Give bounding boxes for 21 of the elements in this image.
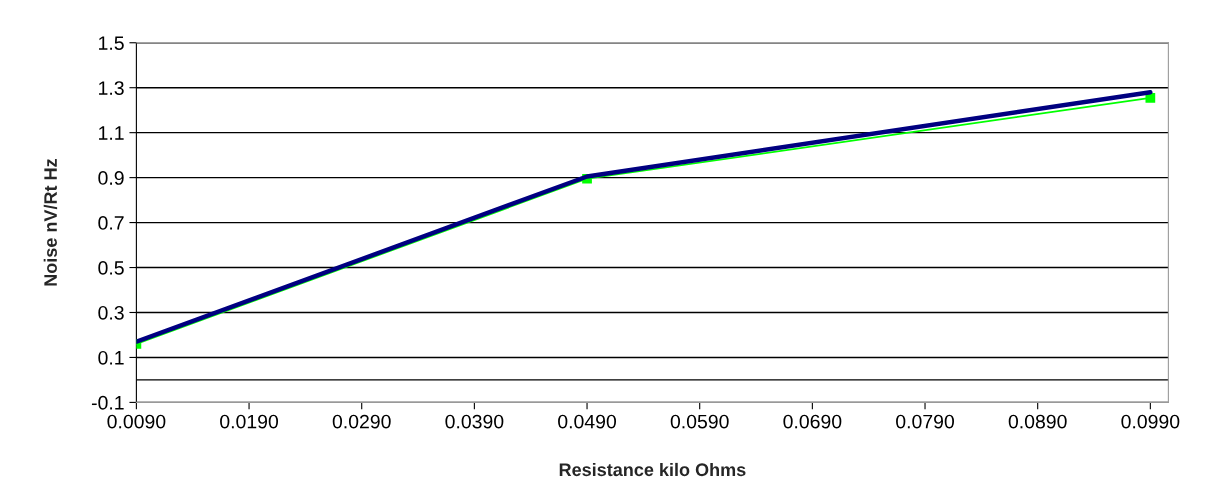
- x-tick-label: 0.0090: [107, 414, 166, 429]
- x-tick-label: 0.0590: [670, 414, 729, 429]
- y-axis-title: Noise nV/Rt Hz: [43, 159, 58, 286]
- y-tick-label: 0.9: [98, 171, 124, 185]
- y-tick-label: 1.1: [99, 126, 124, 140]
- y-tick-label: 0.5: [98, 261, 124, 275]
- x-tick-label: 0.0890: [1008, 414, 1067, 429]
- y-tick-label: 1.3: [99, 81, 124, 95]
- y-tick-label: 1.5: [99, 36, 124, 50]
- x-tick-label: 0.0790: [896, 414, 954, 429]
- x-tick-label: 0.0490: [558, 414, 617, 429]
- x-tick-label: 0.0990: [1121, 414, 1180, 429]
- x-axis-title: Resistance kilo Ohms: [559, 462, 746, 477]
- x-tick-label: 0.0290: [332, 414, 391, 429]
- y-tick-label: 0.1: [98, 350, 124, 365]
- x-tick-label: 0.0190: [220, 414, 279, 429]
- y-tick-label: 0.3: [98, 305, 124, 320]
- y-tick-label: 0.7: [98, 216, 124, 230]
- y-tick-label: -0.1: [91, 395, 124, 410]
- x-tick-label: 0.0390: [445, 414, 504, 429]
- x-tick-label: 0.0690: [783, 414, 842, 429]
